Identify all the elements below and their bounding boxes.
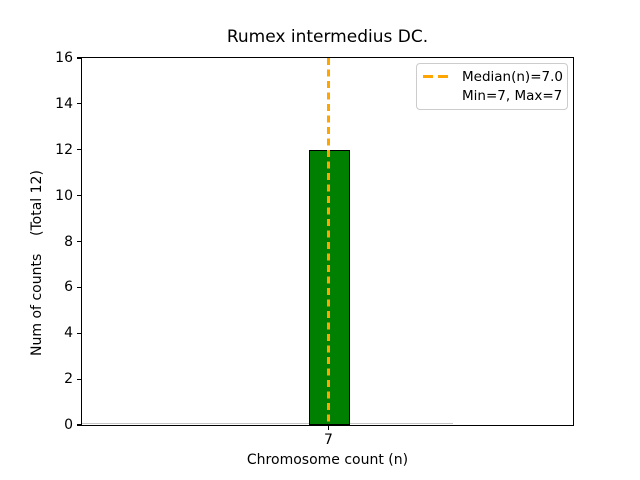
chart-title: Rumex intermedius DC. xyxy=(226,27,429,47)
y-tick-mark xyxy=(77,103,81,105)
legend-entry-minmax: Min=7, Max=7 xyxy=(423,87,563,107)
median-line xyxy=(327,58,330,425)
x-axis-label: Chromosome count (n) xyxy=(246,452,409,468)
y-tick-mark xyxy=(77,378,81,380)
y-tick-mark xyxy=(77,286,81,288)
y-tick-label: 12 xyxy=(55,141,73,158)
y-tick-mark xyxy=(77,149,81,151)
y-tick-mark xyxy=(77,332,81,334)
y-tick-mark xyxy=(77,57,81,59)
y-tick-label: 2 xyxy=(64,371,73,388)
y-tick-label: 8 xyxy=(64,233,73,250)
legend-entry-median: Median(n)=7.0 xyxy=(423,67,563,87)
x-tick-mark xyxy=(327,426,330,430)
y-tick-label: 14 xyxy=(55,95,73,112)
median-line-legend-swatch xyxy=(423,75,453,79)
x-tick-label: 7 xyxy=(324,432,333,448)
y-tick-label: 4 xyxy=(64,325,73,342)
y-tick-label: 10 xyxy=(55,187,73,204)
legend-label-median: Median(n)=7.0 xyxy=(462,68,563,85)
legend: Median(n)=7.0 Min=7, Max=7 xyxy=(416,63,568,110)
y-tick-mark xyxy=(77,424,81,426)
y-tick-label: 0 xyxy=(64,417,73,433)
y-tick-mark xyxy=(77,240,81,243)
y-tick-label: 16 xyxy=(55,50,73,66)
legend-label-minmax: Min=7, Max=7 xyxy=(462,88,563,105)
y-tick-label: 6 xyxy=(64,279,73,296)
zero-count-bins-baseline xyxy=(82,423,453,425)
y-tick-mark xyxy=(77,195,81,197)
plot-area xyxy=(81,57,574,426)
